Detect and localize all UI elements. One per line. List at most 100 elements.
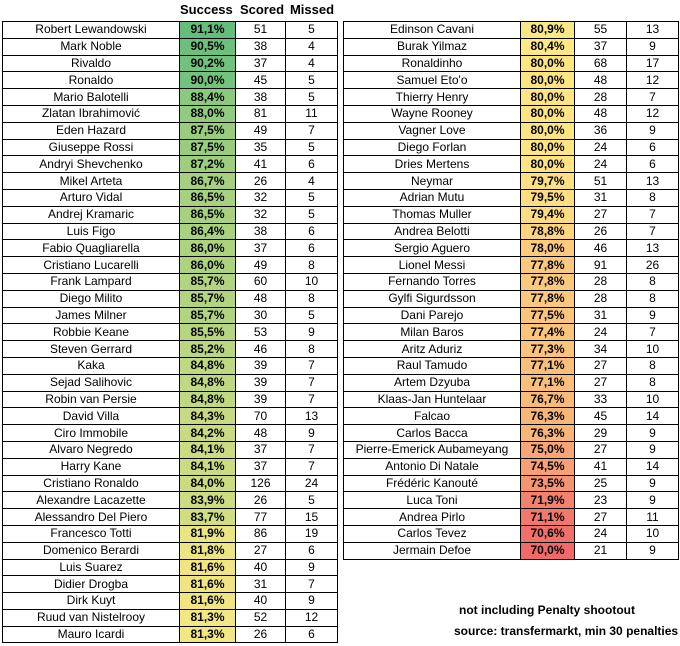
missed-count: 17 bbox=[626, 54, 679, 73]
success-rate: 87,2% bbox=[179, 155, 236, 174]
table-row: Antonio Di Natale 74,5% 41 14 bbox=[343, 457, 679, 476]
scored-count: 37 bbox=[235, 239, 286, 258]
missed-count: 7 bbox=[626, 205, 679, 224]
scored-count: 38 bbox=[235, 222, 286, 241]
missed-count: 13 bbox=[626, 239, 679, 258]
table-row: Carlos Tevez 70,6% 24 10 bbox=[343, 524, 679, 543]
player-name: Pierre-Emerick Aubameyang bbox=[343, 440, 521, 459]
missed-count: 5 bbox=[285, 71, 338, 90]
scored-count: 39 bbox=[235, 390, 286, 409]
missed-count: 5 bbox=[285, 491, 338, 510]
table-row: Raul Tamudo 77,1% 27 8 bbox=[343, 356, 679, 375]
player-name: Andrej Kramaric bbox=[2, 205, 180, 224]
table-row: Falcao 76,3% 45 14 bbox=[343, 407, 679, 426]
success-rate: 79,7% bbox=[520, 172, 575, 190]
missed-count: 5 bbox=[285, 306, 338, 325]
scored-count: 45 bbox=[574, 407, 627, 426]
player-name: Cristiano Ronaldo bbox=[2, 474, 180, 493]
success-rate: 78,8% bbox=[520, 222, 575, 241]
success-rate: 81,3% bbox=[179, 625, 236, 644]
player-name: Samuel Eto'o bbox=[343, 71, 521, 90]
table-row: Andrea Pirlo 71,1% 27 11 bbox=[343, 508, 679, 526]
success-rate: 78,0% bbox=[520, 239, 575, 258]
player-name: Aritz Aduriz bbox=[343, 340, 521, 358]
scored-count: 23 bbox=[574, 491, 627, 510]
success-rate: 76,7% bbox=[520, 390, 575, 409]
scored-count: 53 bbox=[235, 323, 286, 342]
player-name: Alessandro Del Piero bbox=[2, 508, 180, 526]
player-name: Ruud van Nistelrooy bbox=[2, 608, 180, 627]
player-name: Ronaldo bbox=[2, 71, 180, 90]
header-success: Success bbox=[180, 2, 233, 17]
table-row: Rivaldo 90,2% 37 4 bbox=[2, 54, 338, 73]
missed-count: 6 bbox=[285, 541, 338, 560]
table-row: Andryi Shevchenko 87,2% 41 6 bbox=[2, 155, 338, 174]
player-name: Gylfi Sigurdsson bbox=[343, 289, 521, 308]
player-name: Frédéric Kanouté bbox=[343, 474, 521, 493]
success-rate: 80,0% bbox=[520, 121, 575, 140]
table-row: Edinson Cavani 80,9% 55 13 bbox=[343, 21, 679, 39]
success-rate: 81,3% bbox=[179, 608, 236, 627]
success-rate: 83,9% bbox=[179, 491, 236, 510]
success-rate: 90,2% bbox=[179, 54, 236, 73]
player-name: Francesco Totti bbox=[2, 524, 180, 543]
player-name: Eden Hazard bbox=[2, 121, 180, 140]
missed-count: 5 bbox=[285, 88, 338, 106]
player-name: Arturo Vidal bbox=[2, 188, 180, 207]
player-name: Carlos Bacca bbox=[343, 424, 521, 442]
success-rate: 70,0% bbox=[520, 541, 575, 560]
player-name: Andrea Belotti bbox=[343, 222, 521, 241]
scored-count: 48 bbox=[235, 424, 286, 442]
table-row: Neymar 79,7% 51 13 bbox=[343, 172, 679, 190]
missed-count: 14 bbox=[626, 457, 679, 476]
player-name: Andryi Shevchenko bbox=[2, 155, 180, 174]
scored-count: 28 bbox=[574, 272, 627, 291]
table-row: Giuseppe Rossi 87,5% 35 5 bbox=[2, 138, 338, 157]
player-name: Luis Suarez bbox=[2, 558, 180, 577]
missed-count: 7 bbox=[626, 88, 679, 106]
missed-count: 9 bbox=[626, 121, 679, 140]
missed-count: 6 bbox=[285, 625, 338, 644]
table-row: Samuel Eto'o 80,0% 48 12 bbox=[343, 71, 679, 90]
scored-count: 31 bbox=[574, 188, 627, 207]
missed-count: 24 bbox=[285, 474, 338, 493]
player-name: Alexandre Lacazette bbox=[2, 491, 180, 510]
player-name: Robert Lewandowski bbox=[2, 21, 180, 39]
header-missed: Missed bbox=[289, 2, 335, 17]
success-rate: 71,1% bbox=[520, 508, 575, 526]
success-rate: 79,5% bbox=[520, 188, 575, 207]
missed-count: 9 bbox=[285, 323, 338, 342]
player-name: Sejad Salihovic bbox=[2, 373, 180, 392]
table-row: Dries Mertens 80,0% 24 6 bbox=[343, 155, 679, 174]
player-name: Thomas Muller bbox=[343, 205, 521, 224]
player-name: Andrea Pirlo bbox=[343, 508, 521, 526]
missed-count: 4 bbox=[285, 54, 338, 73]
table-row: Jermain Defoe 70,0% 21 9 bbox=[343, 541, 679, 560]
table-row: Aritz Aduriz 77,3% 34 10 bbox=[343, 340, 679, 358]
player-name: Dani Parejo bbox=[343, 306, 521, 325]
player-name: Diego Forlan bbox=[343, 138, 521, 157]
player-name: Mikel Arteta bbox=[2, 172, 180, 190]
player-name: Falcao bbox=[343, 407, 521, 426]
player-name: Robin van Persie bbox=[2, 390, 180, 409]
table-row: Francesco Totti 81,9% 86 19 bbox=[2, 524, 338, 543]
table-row: Harry Kane 84,1% 37 7 bbox=[2, 457, 338, 476]
table-row: Andrej Kramaric 86,5% 32 5 bbox=[2, 205, 338, 224]
scored-count: 49 bbox=[235, 121, 286, 140]
missed-count: 7 bbox=[626, 323, 679, 342]
player-name: Mark Noble bbox=[2, 37, 180, 56]
missed-count: 6 bbox=[626, 155, 679, 174]
missed-count: 7 bbox=[285, 575, 338, 594]
player-name: Diego Milito bbox=[2, 289, 180, 308]
missed-count: 7 bbox=[285, 121, 338, 140]
success-rate: 84,2% bbox=[179, 424, 236, 442]
success-rate: 83,7% bbox=[179, 508, 236, 526]
missed-count: 4 bbox=[285, 172, 338, 190]
missed-count: 6 bbox=[285, 239, 338, 258]
table-row: Diego Milito 85,7% 48 8 bbox=[2, 289, 338, 308]
missed-count: 8 bbox=[285, 256, 338, 274]
missed-count: 15 bbox=[285, 508, 338, 526]
success-rate: 85,2% bbox=[179, 340, 236, 358]
table-row: Luis Figo 86,4% 38 6 bbox=[2, 222, 338, 241]
scored-count: 81 bbox=[235, 104, 286, 123]
